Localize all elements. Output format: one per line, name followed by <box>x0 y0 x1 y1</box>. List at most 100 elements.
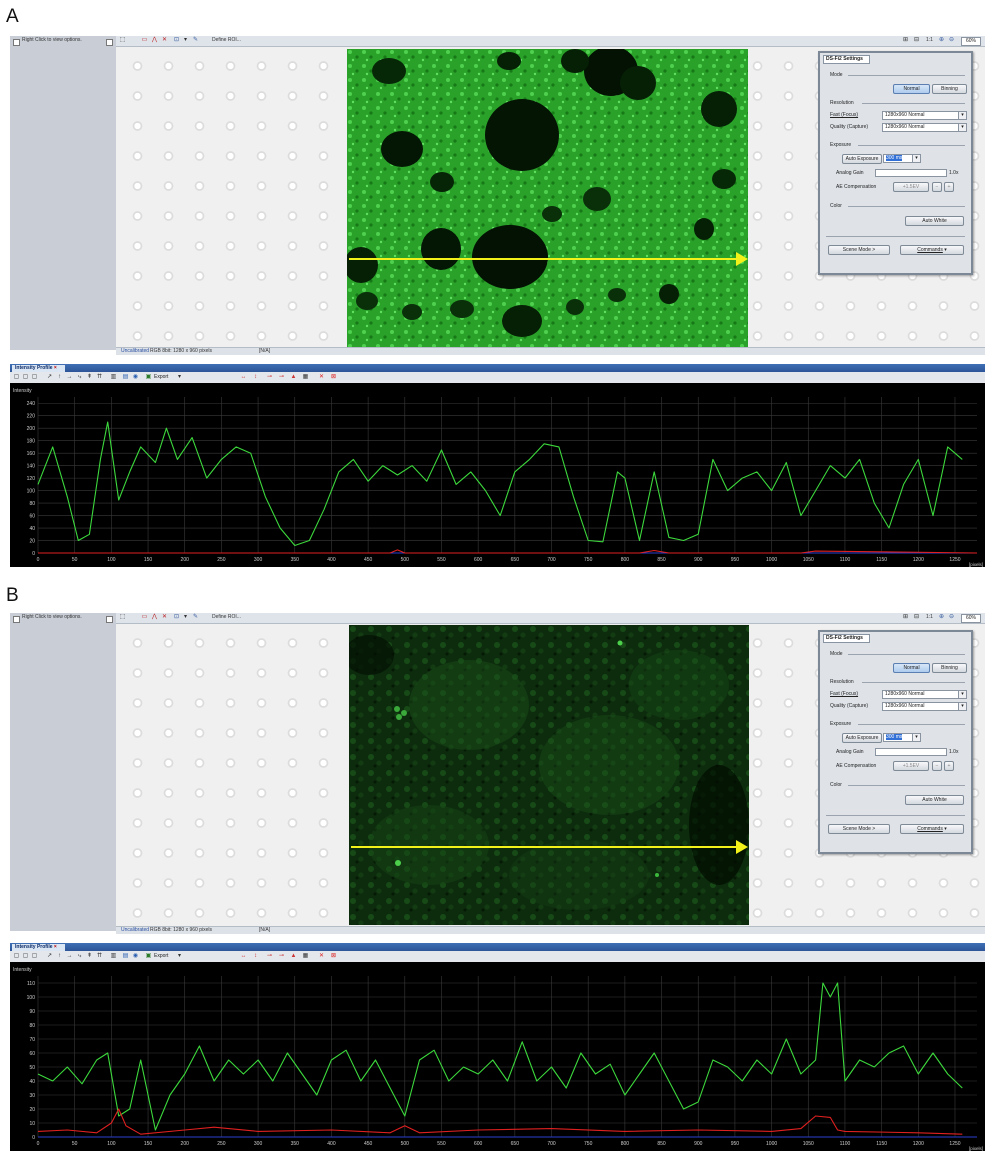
horizontal-line-icon[interactable]: → <box>66 953 73 959</box>
intensity-chart-b[interactable]: Intensity 0 10 20 30 40 50 60 70 80 90 100 110 0 50 100… <box>10 962 985 1151</box>
ae-plus-button[interactable]: + <box>944 182 954 192</box>
settings-icon[interactable]: ▦ <box>302 374 309 380</box>
peak-icon[interactable]: ▲ <box>290 374 297 380</box>
chart-icon[interactable]: ▤ <box>122 953 129 959</box>
vertical-line-icon[interactable]: ↑ <box>58 374 61 380</box>
options-checkbox[interactable] <box>13 616 20 623</box>
zoom-ratio[interactable]: 1:1 <box>926 614 933 620</box>
zoom-out-icon[interactable]: ⊖ <box>948 614 955 620</box>
define-roi-icon[interactable]: ✎ <box>192 37 199 43</box>
settings-title-tab[interactable]: DS-Fi2 Settings <box>823 634 870 643</box>
mode-binning-button[interactable]: Binning <box>932 84 967 94</box>
delete-all-icon[interactable]: ⊠ <box>330 953 337 959</box>
scene-mode-button[interactable]: Scene Mode > <box>828 245 890 255</box>
ae-compensation-value[interactable]: +1.5EV <box>893 182 929 192</box>
bar-chart-icon[interactable]: ▥ <box>110 374 117 380</box>
mode-normal-button[interactable]: Normal <box>893 84 930 94</box>
grid-tool-icon[interactable]: ⇈ <box>96 953 103 959</box>
grid-tool-icon[interactable]: ⇈ <box>96 374 103 380</box>
measure-width-icon[interactable]: ↔ <box>240 953 247 959</box>
mode-normal-button[interactable]: Normal <box>893 663 930 673</box>
analog-gain-slider[interactable] <box>875 748 947 756</box>
quality-capture-select[interactable]: 1280x960 Normal ▾ <box>882 702 967 711</box>
roi-rect-icon[interactable]: ▭ <box>141 614 148 620</box>
roi-delete-icon[interactable]: ✕ <box>161 37 168 43</box>
line-tool-icon[interactable]: ↗ <box>46 953 53 959</box>
commands-button[interactable]: Commands ▾ <box>900 245 964 255</box>
tab-intensity-profile[interactable]: Intensity Profile × <box>12 365 65 372</box>
pin-checkbox[interactable] <box>106 39 113 46</box>
paste-icon[interactable]: ▢ <box>22 374 29 380</box>
pin-checkbox[interactable] <box>106 616 113 623</box>
split-icon[interactable]: ⊟ <box>913 614 920 620</box>
roi-delete-icon[interactable]: ✕ <box>161 614 168 620</box>
roi-zoom-icon[interactable]: ⊡ <box>173 614 180 620</box>
auto-white-button[interactable]: Auto White <box>905 795 964 805</box>
ae-minus-button[interactable]: − <box>932 761 942 771</box>
scene-mode-button[interactable]: Scene Mode > <box>828 824 890 834</box>
export-icon[interactable]: ▣ <box>145 953 152 959</box>
table-icon[interactable]: ▢ <box>31 374 38 380</box>
define-roi-icon[interactable]: ✎ <box>192 614 199 620</box>
copy-icon[interactable]: ▢ <box>13 953 20 959</box>
quality-capture-select[interactable]: 1280x960 Normal ▾ <box>882 123 967 132</box>
define-roi-label[interactable]: Define ROI... <box>212 614 241 620</box>
roi-zoom-icon[interactable]: ⊡ <box>173 37 180 43</box>
analog-gain-slider[interactable] <box>875 169 947 177</box>
copy-icon[interactable]: ▢ <box>13 374 20 380</box>
intensity-chart-a[interactable]: Intensity 0 20 40 60 80 100 120 140 160 180 200 220 2… <box>10 383 985 567</box>
image-viewer[interactable]: DS-Fi2 Settings Mode Normal Binning Reso… <box>116 624 985 926</box>
zoom-in-icon[interactable]: ⊕ <box>938 37 945 43</box>
globe-icon[interactable]: ◉ <box>132 953 139 959</box>
settings-title-tab[interactable]: DS-Fi2 Settings <box>823 55 870 64</box>
image-viewer[interactable]: DS-Fi2 Settings Mode Normal Binning Reso… <box>116 47 985 348</box>
delete-all-icon[interactable]: ⊠ <box>330 374 337 380</box>
define-roi-label[interactable]: Define ROI... <box>212 37 241 43</box>
marker-icon[interactable]: ⊸ <box>266 374 273 380</box>
export-button[interactable]: Export <box>154 953 169 959</box>
multi-line-icon[interactable]: ⇞ <box>86 953 93 959</box>
marker-left-icon[interactable]: ⊸ <box>278 374 285 380</box>
multi-line-icon[interactable]: ⇞ <box>86 374 93 380</box>
roi-poly-icon[interactable]: ⋀ <box>152 37 157 43</box>
auto-exposure-button[interactable]: Auto Exposure <box>842 733 882 743</box>
dropdown-icon[interactable]: ▾ <box>183 37 187 43</box>
ae-plus-button[interactable]: + <box>944 761 954 771</box>
bar-chart-icon[interactable]: ▥ <box>110 953 117 959</box>
marker-icon[interactable]: ⊸ <box>266 953 273 959</box>
zoom-in-icon[interactable]: ⊕ <box>938 614 945 620</box>
fast-focus-select[interactable]: 1280x960 Normal ▾ <box>882 690 967 699</box>
auto-exposure-button[interactable]: Auto Exposure <box>842 154 882 164</box>
measure-height-icon[interactable]: ↕ <box>254 953 257 959</box>
paste-icon[interactable]: ▢ <box>22 953 29 959</box>
chart-icon[interactable]: ▤ <box>122 374 129 380</box>
exposure-time-select[interactable]: 300 ms ▾ <box>883 733 921 742</box>
measure-height-icon[interactable]: ↕ <box>254 374 257 380</box>
options-checkbox[interactable] <box>13 39 20 46</box>
select-tool-icon[interactable]: ⬚ <box>119 614 126 620</box>
zoom-percent[interactable]: 60% <box>961 614 981 623</box>
ae-compensation-value[interactable]: +1.5EV <box>893 761 929 771</box>
delete-icon[interactable]: ✕ <box>318 953 325 959</box>
marker-left-icon[interactable]: ⊸ <box>278 953 285 959</box>
fast-focus-select[interactable]: 1280x960 Normal ▾ <box>882 111 967 120</box>
table-icon[interactable]: ▢ <box>31 953 38 959</box>
line-tool-icon[interactable]: ↗ <box>46 374 53 380</box>
horizontal-line-icon[interactable]: → <box>66 374 73 380</box>
auto-white-button[interactable]: Auto White <box>905 216 964 226</box>
peak-icon[interactable]: ▲ <box>290 953 297 959</box>
delete-icon[interactable]: ✕ <box>318 374 325 380</box>
chevron-down-icon[interactable]: ▾ <box>177 953 181 959</box>
settings-icon[interactable]: ▦ <box>302 953 309 959</box>
chevron-down-icon[interactable]: ▾ <box>177 374 181 380</box>
fit-icon[interactable]: ⊞ <box>902 37 909 43</box>
mode-binning-button[interactable]: Binning <box>932 663 967 673</box>
export-button[interactable]: Export <box>154 374 169 380</box>
calibration-status[interactable]: Uncalibrated <box>121 927 150 933</box>
zoom-out-icon[interactable]: ⊖ <box>948 37 955 43</box>
ae-minus-button[interactable]: − <box>932 182 942 192</box>
export-icon[interactable]: ▣ <box>145 374 152 380</box>
close-icon[interactable]: × <box>53 944 57 950</box>
dropdown-icon[interactable]: ▾ <box>183 614 187 620</box>
fit-icon[interactable]: ⊞ <box>902 614 909 620</box>
